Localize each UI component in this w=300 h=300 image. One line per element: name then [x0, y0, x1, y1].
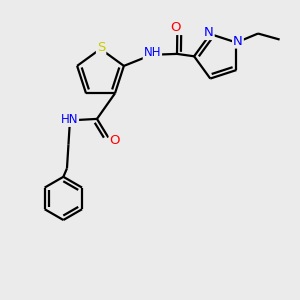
Text: N: N — [204, 26, 214, 39]
Text: O: O — [110, 134, 120, 147]
Text: HN: HN — [61, 113, 78, 126]
Text: O: O — [170, 21, 181, 34]
Text: N: N — [233, 34, 243, 47]
Text: NH: NH — [144, 46, 161, 59]
Text: S: S — [97, 41, 105, 54]
